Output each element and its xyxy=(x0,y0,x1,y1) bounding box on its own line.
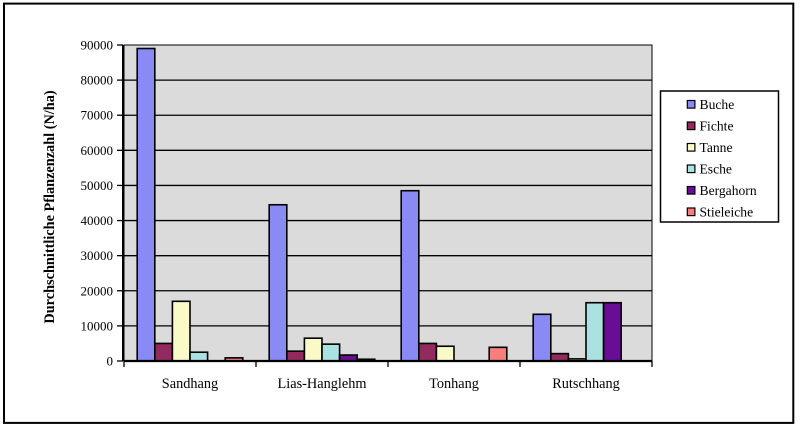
svg-text:90000: 90000 xyxy=(81,38,114,53)
svg-text:30000: 30000 xyxy=(81,248,114,263)
svg-text:0: 0 xyxy=(107,354,114,369)
svg-text:40000: 40000 xyxy=(81,213,114,228)
svg-text:70000: 70000 xyxy=(81,108,114,123)
svg-text:Buche: Buche xyxy=(700,97,735,112)
svg-text:80000: 80000 xyxy=(81,73,114,88)
svg-text:Stieleiche: Stieleiche xyxy=(700,205,754,220)
svg-text:Tanne: Tanne xyxy=(700,140,733,155)
svg-text:Esche: Esche xyxy=(700,162,732,177)
svg-text:Bergahorn: Bergahorn xyxy=(700,183,757,198)
svg-text:10000: 10000 xyxy=(81,318,114,333)
svg-text:50000: 50000 xyxy=(81,178,114,193)
svg-text:20000: 20000 xyxy=(81,283,114,298)
svg-text:60000: 60000 xyxy=(81,143,114,158)
svg-text:Sandhang: Sandhang xyxy=(162,376,218,392)
svg-text:Fichte: Fichte xyxy=(700,119,734,134)
svg-text:Lias-Hanglehm: Lias-Hanglehm xyxy=(278,376,367,392)
svg-text:Durchschnittliche Pflanzenzahl: Durchschnittliche Pflanzenzahl (N/ha) xyxy=(42,90,58,323)
svg-text:Tonhang: Tonhang xyxy=(429,376,479,392)
svg-text:Rutschhang: Rutschhang xyxy=(552,376,620,392)
